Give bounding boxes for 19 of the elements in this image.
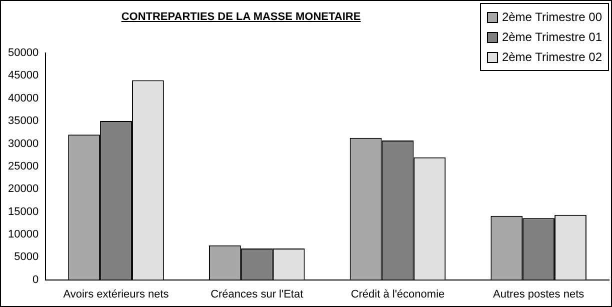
legend-label: 2ème Trimestre 01: [502, 30, 602, 44]
x-tick-label: Autres postes nets: [493, 288, 585, 300]
y-tick-label: 15000: [8, 206, 39, 218]
x-tick-label: Créances sur l'Etat: [210, 288, 304, 300]
legend-label: 2ème Trimestre 00: [502, 10, 602, 24]
legend-label: 2ème Trimestre 02: [502, 50, 602, 64]
y-tick-label: 10000: [8, 228, 39, 240]
x-tick-label: Crédit à l'économie: [350, 288, 445, 300]
y-tick-label: 20000: [8, 183, 39, 196]
y-tick-label: 30000: [8, 138, 39, 150]
y-tick-label: 40000: [8, 92, 39, 104]
y-tick-label: 0: [32, 274, 39, 286]
x-tick-label: Avoirs extérieurs nets: [63, 288, 170, 300]
chart-title: CONTREPARTIES DE LA MASSE MONETAIRE: [120, 11, 362, 23]
y-tick-label: 50000: [8, 47, 39, 60]
y-tick-label: 25000: [8, 160, 39, 172]
y-tick-label: 35000: [8, 115, 39, 128]
y-tick-label: 5000: [14, 251, 39, 264]
y-tick-label: 45000: [8, 70, 39, 82]
